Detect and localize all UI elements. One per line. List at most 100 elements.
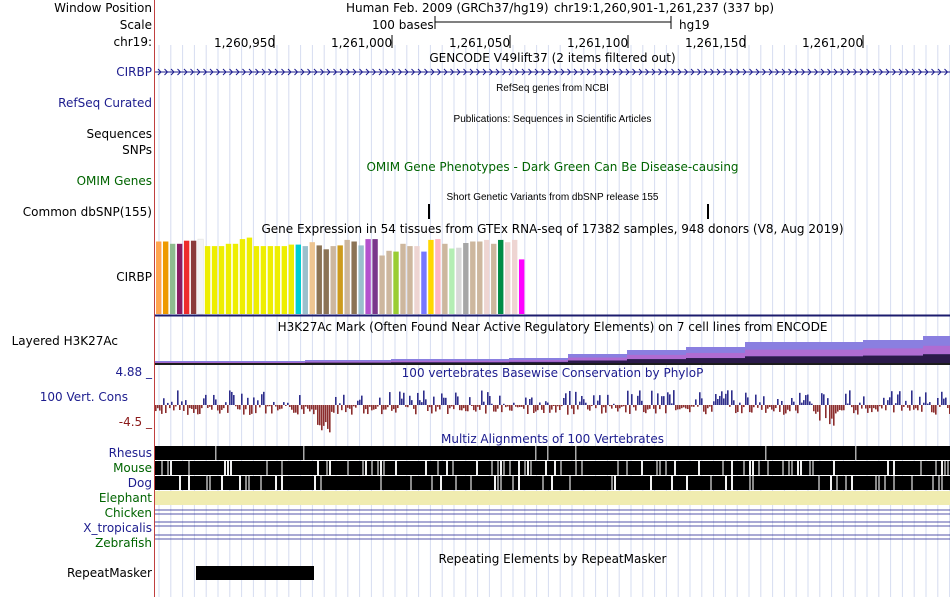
strand-chevron	[424, 68, 429, 76]
phylop-bar	[741, 405, 743, 414]
phylop-bar	[339, 403, 341, 405]
phylop-bar	[419, 400, 421, 405]
alignment-gap	[788, 461, 790, 475]
alignment-gap	[920, 461, 922, 475]
strand-chevron	[495, 68, 500, 76]
phylop-bar	[223, 405, 225, 409]
phylop-bar	[493, 405, 495, 412]
omim-track-label[interactable]: OMIM Genes	[76, 174, 152, 188]
phylop-bar	[171, 401, 173, 405]
gencode-track-label[interactable]: CIRBP	[116, 65, 152, 79]
phylop-bar	[577, 405, 579, 410]
phylop-bar	[753, 405, 755, 408]
strand-chevron	[508, 68, 513, 76]
phylop-bar	[891, 391, 893, 405]
phylop-bar	[743, 405, 745, 408]
strand-chevron	[320, 68, 325, 76]
strand-chevron	[703, 68, 708, 76]
pubs-snps-label[interactable]: SNPs	[122, 143, 152, 157]
multiz-species-xtropicalis: X_tropicalis	[83, 521, 152, 535]
alignment-gap	[395, 461, 397, 475]
phylop-bar	[725, 393, 727, 405]
phylop-bar	[443, 397, 445, 405]
phylop-bar	[757, 405, 759, 408]
alignment-gap	[812, 461, 814, 475]
h3k27ac-layer	[627, 359, 686, 364]
alignment-gap	[179, 476, 181, 490]
alignment-gap	[758, 461, 760, 475]
cons-track-label[interactable]: 100 Vert. Cons	[39, 390, 128, 404]
alignment-gap	[671, 476, 673, 490]
phylop-bar	[323, 405, 325, 426]
strand-chevron	[255, 68, 260, 76]
phylop-bar	[947, 405, 949, 409]
h3k27ac-track-label[interactable]: Layered H3K27Ac	[11, 334, 118, 348]
phylop-bar	[557, 405, 559, 407]
phylop-bar	[861, 405, 863, 409]
gtex-tissue-bar	[511, 239, 518, 314]
strand-chevron	[541, 68, 546, 76]
label-divider	[154, 0, 155, 597]
phylop-bar	[155, 405, 157, 412]
ruler-tick-label: 1,261,200	[802, 36, 864, 50]
phylop-bar	[737, 405, 739, 412]
gtex-tissue-bar	[421, 251, 427, 314]
gtex-track-label[interactable]: CIRBP	[116, 270, 152, 284]
h3k27ac-layer	[568, 360, 627, 364]
phylop-bar	[237, 405, 239, 410]
phylop-bar	[527, 405, 529, 415]
track-area[interactable]: Human Feb. 2009 (GRCh37/hg19) chr19:1,26…	[155, 0, 950, 597]
phylop-bar	[687, 405, 689, 410]
phylop-bar	[169, 405, 171, 409]
alignment-gap	[731, 476, 733, 490]
alignment-gap	[875, 476, 877, 490]
alignment-gap	[830, 476, 832, 490]
strand-chevron	[619, 68, 624, 76]
dbsnp-track-label[interactable]: Common dbSNP(155)	[22, 205, 152, 219]
phylop-bar	[161, 405, 163, 414]
strand-chevron	[833, 68, 838, 76]
alignment-gap	[452, 461, 454, 475]
alignment-gap	[326, 461, 328, 475]
rmsk-track-label[interactable]: RepeatMasker	[66, 566, 152, 580]
phylop-bar	[921, 405, 923, 412]
phylop-bar	[869, 405, 871, 409]
alignment-gap	[884, 476, 886, 490]
strand-chevron	[274, 68, 279, 76]
phylop-bar	[213, 394, 215, 405]
phylop-bar	[935, 405, 937, 415]
strand-chevron	[456, 68, 461, 76]
phylop-bar	[297, 405, 299, 415]
phylop-bar	[781, 400, 783, 405]
phylop-bar	[525, 397, 527, 405]
phylop-bar	[837, 405, 839, 412]
refseq-track-title: RefSeq genes from NCBI	[496, 83, 609, 94]
phylop-bar	[393, 405, 395, 410]
phylop-bar	[197, 405, 199, 415]
multiz-species-rhesus: Rhesus	[108, 446, 152, 460]
phylop-bar	[705, 405, 707, 415]
strand-chevron	[892, 68, 897, 76]
phylop-bar	[747, 397, 749, 405]
phylop-bar	[613, 403, 615, 405]
phylop-bar	[165, 405, 167, 414]
strand-chevron	[593, 68, 598, 76]
refseq-track-label[interactable]: RefSeq Curated	[58, 96, 152, 110]
alignment-gap	[425, 461, 427, 475]
phylop-bar	[589, 405, 591, 411]
strand-chevron	[560, 68, 565, 76]
gtex-tissue-bar	[330, 246, 336, 314]
phylop-bar	[665, 405, 667, 414]
alignment-gap	[542, 476, 544, 490]
phylop-bar	[233, 395, 235, 405]
phylop-bar	[739, 402, 741, 405]
phylop-bar	[873, 405, 875, 409]
phylop-bar	[357, 400, 359, 405]
gtex-tissue-bar	[316, 245, 322, 314]
phylop-bar	[495, 405, 497, 412]
phylop-bar	[369, 405, 371, 407]
repeatmasker-elements	[196, 566, 314, 580]
snp-mark	[428, 204, 430, 219]
pubs-sequences-label[interactable]: Sequences	[86, 127, 152, 141]
